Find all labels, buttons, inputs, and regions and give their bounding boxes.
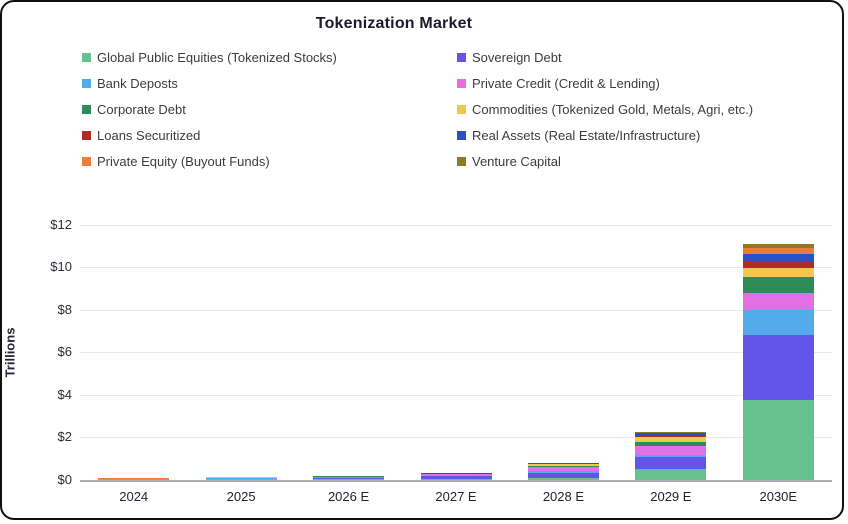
gridline	[80, 352, 832, 353]
legend-item: Bank Deposts	[82, 76, 457, 91]
x-axis-line	[80, 479, 832, 482]
bar-segment	[313, 476, 385, 478]
gridline	[80, 309, 832, 311]
y-tick-label: $10	[50, 259, 72, 274]
bar-2027e	[420, 473, 492, 480]
bar-segment	[527, 478, 599, 480]
y-tick-label: $12	[50, 216, 72, 232]
bar-segment	[635, 442, 707, 446]
bar-segment	[635, 457, 707, 470]
bar-segment	[527, 465, 599, 467]
y-tick-label: $6	[57, 344, 72, 359]
x-tick-label: 2027 E	[435, 488, 477, 504]
legend-color-swatch-icon	[82, 131, 91, 140]
bar-segment	[635, 433, 707, 436]
bar-2024	[98, 478, 170, 480]
bar-segment	[313, 477, 385, 480]
legend-color-swatch-icon	[82, 157, 91, 166]
x-tick-label: 2024	[119, 488, 149, 504]
x-tick-label: 2029 E	[650, 488, 692, 504]
bar-2028e	[527, 463, 599, 480]
bar-segment	[742, 292, 814, 310]
legend-color-swatch-icon	[457, 157, 466, 166]
x-tick-label: 2026 E	[327, 488, 370, 504]
legend-label: Private Credit (Credit & Lending)	[472, 76, 660, 91]
legend-label: Venture Capital	[472, 154, 561, 169]
bar-segment	[635, 469, 707, 480]
bar-segment	[420, 476, 492, 479]
bar-segment	[635, 432, 707, 434]
y-tick-label: $4	[57, 386, 72, 402]
bar-segment	[742, 243, 814, 248]
bar-segment	[742, 260, 814, 269]
bar-segment	[635, 431, 707, 433]
legend-item: Venture Capital	[457, 154, 753, 169]
gridline	[80, 437, 832, 438]
legend-item: Private Credit (Credit & Lending)	[457, 76, 753, 91]
legend-item: Global Public Equities (Tokenized Stocks…	[82, 50, 457, 65]
bar-segment	[205, 478, 277, 480]
legend-item: Commodities (Tokenized Gold, Metals, Agr…	[457, 102, 753, 117]
legend-item: Sovereign Debt	[457, 50, 753, 65]
legend-color-swatch-icon	[457, 131, 466, 140]
bar-segment	[420, 475, 492, 477]
bar-segment	[742, 276, 814, 293]
bar-segment	[742, 268, 814, 277]
y-tick-label: $8	[57, 301, 72, 317]
bar-segment	[635, 454, 707, 457]
bar-segment	[420, 474, 492, 476]
legend-color-swatch-icon	[82, 53, 91, 62]
chart-title: Tokenization Market	[315, 15, 473, 32]
bar-segment	[635, 437, 707, 443]
bar-segment	[742, 247, 814, 255]
legend-item: Private Equity (Buyout Funds)	[82, 154, 457, 169]
legend-item: Corporate Debt	[82, 102, 457, 117]
legend-item: Real Assets (Real Estate/Infrastructure)	[457, 128, 753, 143]
bar-segment	[527, 470, 599, 473]
bar-segment	[742, 254, 814, 261]
x-tick-label: 2030E	[759, 488, 798, 504]
bar-segment	[527, 467, 599, 471]
bar-segment	[527, 464, 599, 466]
y-tick-label: $0	[57, 471, 72, 487]
bar-segment	[420, 478, 492, 480]
legend-color-swatch-icon	[82, 79, 91, 88]
gridline	[80, 224, 832, 226]
bar-2030e	[742, 243, 814, 480]
bar-segment	[635, 445, 707, 455]
bar-segment	[635, 435, 707, 438]
bar-segment	[742, 335, 814, 400]
chart-legend: Global Public Equities (Tokenized Stocks…	[82, 50, 753, 169]
bar-2025	[205, 476, 277, 480]
legend-label: Bank Deposts	[97, 76, 178, 91]
legend-label: Private Equity (Buyout Funds)	[97, 154, 270, 169]
legend-label: Global Public Equities (Tokenized Stocks…	[97, 50, 337, 65]
bar-2026e	[313, 475, 385, 480]
legend-label: Loans Securitized	[97, 128, 201, 143]
legend-label: Real Assets (Real Estate/Infrastructure)	[472, 128, 701, 143]
bar-segment	[527, 472, 599, 479]
x-tick-label: 2028 E	[542, 488, 585, 504]
legend-color-swatch-icon	[457, 105, 466, 114]
gridline	[80, 394, 832, 396]
bar-segment	[742, 399, 814, 480]
legend-label: Commodities (Tokenized Gold, Metals, Agr…	[472, 102, 754, 117]
legend-color-swatch-icon	[457, 79, 466, 88]
legend-color-swatch-icon	[82, 105, 91, 114]
y-tick-label: $2	[57, 429, 72, 444]
bar-2029e	[635, 431, 707, 480]
bar-segment	[742, 309, 814, 335]
gridline	[80, 267, 832, 268]
x-tick-label: 2025	[226, 488, 256, 504]
legend-item: Loans Securitized	[82, 128, 457, 143]
legend-color-swatch-icon	[457, 53, 466, 62]
legend-label: Sovereign Debt	[472, 50, 562, 65]
legend-label: Corporate Debt	[97, 102, 186, 117]
